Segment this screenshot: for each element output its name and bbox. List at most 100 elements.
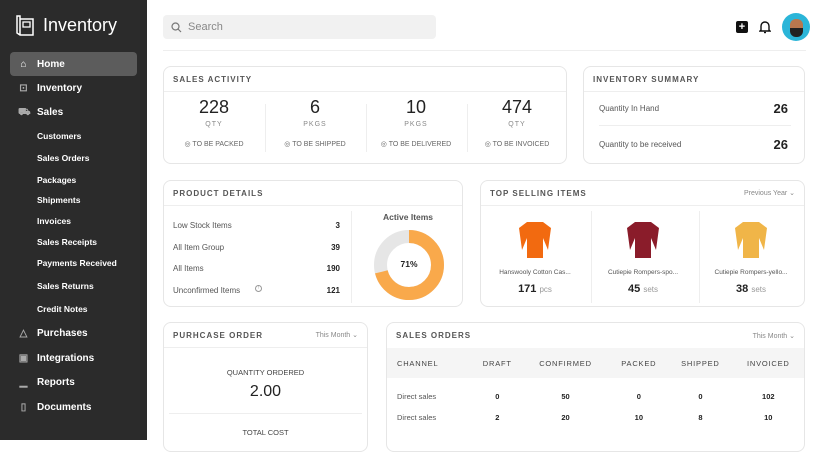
product-qty: 38 (736, 283, 749, 295)
sales-stat[interactable]: 228 QTY ◎ TO BE PACKED (164, 97, 264, 148)
product-detail-label[interactable]: Unconfirmed Items (173, 285, 241, 295)
product-image-icon (519, 222, 551, 258)
sidebar-item-purchases[interactable]: △ Purchases (0, 327, 147, 339)
app-logo[interactable]: Inventory (14, 14, 117, 36)
sidebar-item-customers[interactable]: Customers (0, 130, 147, 142)
sidebar-item-label: Packages (37, 175, 77, 185)
inventory-logo-icon (16, 15, 34, 36)
active-items-percent: 71% (400, 259, 418, 269)
period-dropdown[interactable]: Previous Year ⌄ (743, 190, 795, 197)
top-selling-item[interactable]: Cutiepie Rompers-spo... 45 sets (589, 207, 697, 305)
table-cell: 8 (698, 413, 703, 422)
sidebar-item-label: Sales Returns (37, 281, 94, 291)
product-name: Cutiepie Rompers-yello... (714, 269, 788, 276)
sidebar-item-sales-receipts[interactable]: Sales Receipts (0, 236, 147, 248)
sales-activity-card: SALES ACTIVITY 228 QTY ◎ TO BE PACKED 6 PKGS… (163, 66, 567, 164)
period-label: This Month (315, 332, 351, 339)
divider (699, 211, 700, 303)
product-name: Cutiepie Rompers-spo... (607, 269, 679, 276)
quantity-to-be-received-value: 26 (773, 137, 788, 152)
sidebar-item-shipments[interactable]: Shipments (0, 194, 147, 206)
sidebar-item-inventory[interactable]: ⊡ Inventory (0, 82, 147, 94)
column-header: CHANNEL (387, 348, 474, 378)
product-detail-label[interactable]: Low Stock Items (173, 221, 232, 230)
purchase-order-title: PURHCASE ORDER (173, 330, 264, 340)
check-circle-icon: ◎ (284, 141, 291, 148)
sidebar-item-sales-returns[interactable]: Sales Returns (0, 280, 147, 292)
bell-icon[interactable] (759, 20, 771, 34)
active-items-title: Active Items (382, 212, 434, 222)
active-items-donut-chart (374, 230, 444, 300)
sales-orders-title: SALES ORDERS (396, 331, 472, 340)
sidebar-item-label: Sales (37, 106, 64, 118)
sidebar-item-sales-orders[interactable]: Sales Orders (0, 152, 147, 164)
sidebar-item-label: Sales Receipts (37, 237, 98, 247)
divider (366, 104, 367, 152)
column-header: CONFIRMED (521, 348, 610, 378)
sales-stat[interactable]: 474 QTY ◎ TO BE INVOICED (467, 97, 566, 148)
stat-value: 228 (198, 97, 230, 117)
channel-cell: Direct sales (397, 392, 437, 401)
donut-active-segment[interactable] (374, 230, 444, 300)
stat-unit: QTY (205, 121, 223, 128)
product-image-icon (627, 222, 659, 258)
table-cell: 20 (561, 413, 570, 422)
period-label: This Month (752, 332, 788, 340)
plus-icon: + (738, 21, 746, 33)
sales-orders-table: CHANNEL DRAFT CONFIRMED PACKED SHIPPED INVOIC… (387, 348, 804, 428)
sidebar-item-label: Invoices (37, 216, 72, 226)
inventory-summary-card: INVENTORY SUMMARY Quantity In Hand 26 Qu… (583, 66, 805, 164)
table-cell: 0 (636, 392, 641, 401)
sidebar-item-invoices[interactable]: Invoices (0, 215, 147, 227)
sidebar-item-integrations[interactable]: ▣ Integrations (0, 352, 147, 364)
stat-value: 6 (309, 97, 320, 117)
table-row[interactable]: Direct sales 0 50 0 0 102 (387, 386, 804, 407)
product-detail-label[interactable]: All Items (173, 264, 204, 273)
sidebar-item-label: Customers (37, 131, 82, 141)
info-icon[interactable]: ! (255, 285, 262, 292)
period-dropdown[interactable]: This Month ⌄ (315, 332, 358, 339)
table-row[interactable]: Direct sales 2 20 10 8 10 (387, 407, 804, 428)
divider (591, 211, 592, 303)
stat-label: TO BE SHIPPED (292, 141, 346, 148)
top-selling-item[interactable]: Hanswooly Cotton Cas... 171 pcs (481, 207, 589, 305)
sidebar-item-documents[interactable]: ▯ Documents (0, 401, 147, 413)
period-dropdown[interactable]: This Month ⌄ (752, 332, 795, 340)
table-cell: 10 (634, 413, 644, 422)
product-qty: 45 (628, 283, 641, 295)
product-image-icon (735, 222, 767, 258)
add-button[interactable]: + (736, 21, 748, 33)
sidebar-item-packages[interactable]: Packages (0, 174, 147, 186)
search-input[interactable]: Search (163, 15, 436, 39)
sidebar-item-sales[interactable]: ⛟ Sales (0, 106, 147, 118)
search-icon (171, 21, 182, 32)
product-unit: sets (643, 285, 658, 294)
stat-unit: PKGS (303, 121, 327, 128)
table-cell: 2 (495, 413, 500, 422)
search-placeholder: Search (188, 21, 223, 33)
sales-stat[interactable]: 10 PKGS ◎ TO BE DELIVERED (366, 97, 466, 148)
period-label: Previous Year (743, 190, 788, 197)
check-circle-icon: ◎ (380, 141, 387, 148)
sidebar-item-home[interactable]: ⌂ Home (10, 52, 137, 76)
sidebar-item-label: Sales Orders (37, 153, 90, 163)
sidebar: Inventory ⌂ Home ⊡ Inventory ⛟ Sales Customers… (0, 0, 147, 440)
sidebar-item-reports[interactable]: ▁ Reports (0, 376, 147, 388)
sidebar-item-label: Inventory (37, 82, 83, 94)
stat-value: 474 (501, 97, 533, 117)
check-circle-icon: ◎ (184, 141, 191, 148)
top-selling-item[interactable]: Cutiepie Rompers-yello... 38 sets (697, 207, 804, 305)
quantity-ordered-label: QUANTITY ORDERED (226, 368, 305, 377)
sidebar-item-credit-notes[interactable]: Credit Notes (0, 303, 147, 315)
sidebar-item-label: Reports (37, 376, 75, 388)
divider (467, 104, 468, 152)
sidebar-item-payments-received[interactable]: Payments Received (0, 257, 147, 269)
sidebar-item-label: Credit Notes (37, 304, 88, 314)
table-cell: 10 (764, 413, 773, 422)
product-detail-label[interactable]: All Item Group (173, 242, 225, 252)
inventory-icon: ⊡ (19, 82, 28, 94)
sidebar-item-label: Purchases (37, 327, 88, 339)
avatar[interactable] (782, 13, 810, 41)
quantity-in-hand-label: Quantity In Hand (599, 104, 660, 113)
sales-stat[interactable]: 6 PKGS ◎ TO BE SHIPPED (265, 97, 365, 148)
